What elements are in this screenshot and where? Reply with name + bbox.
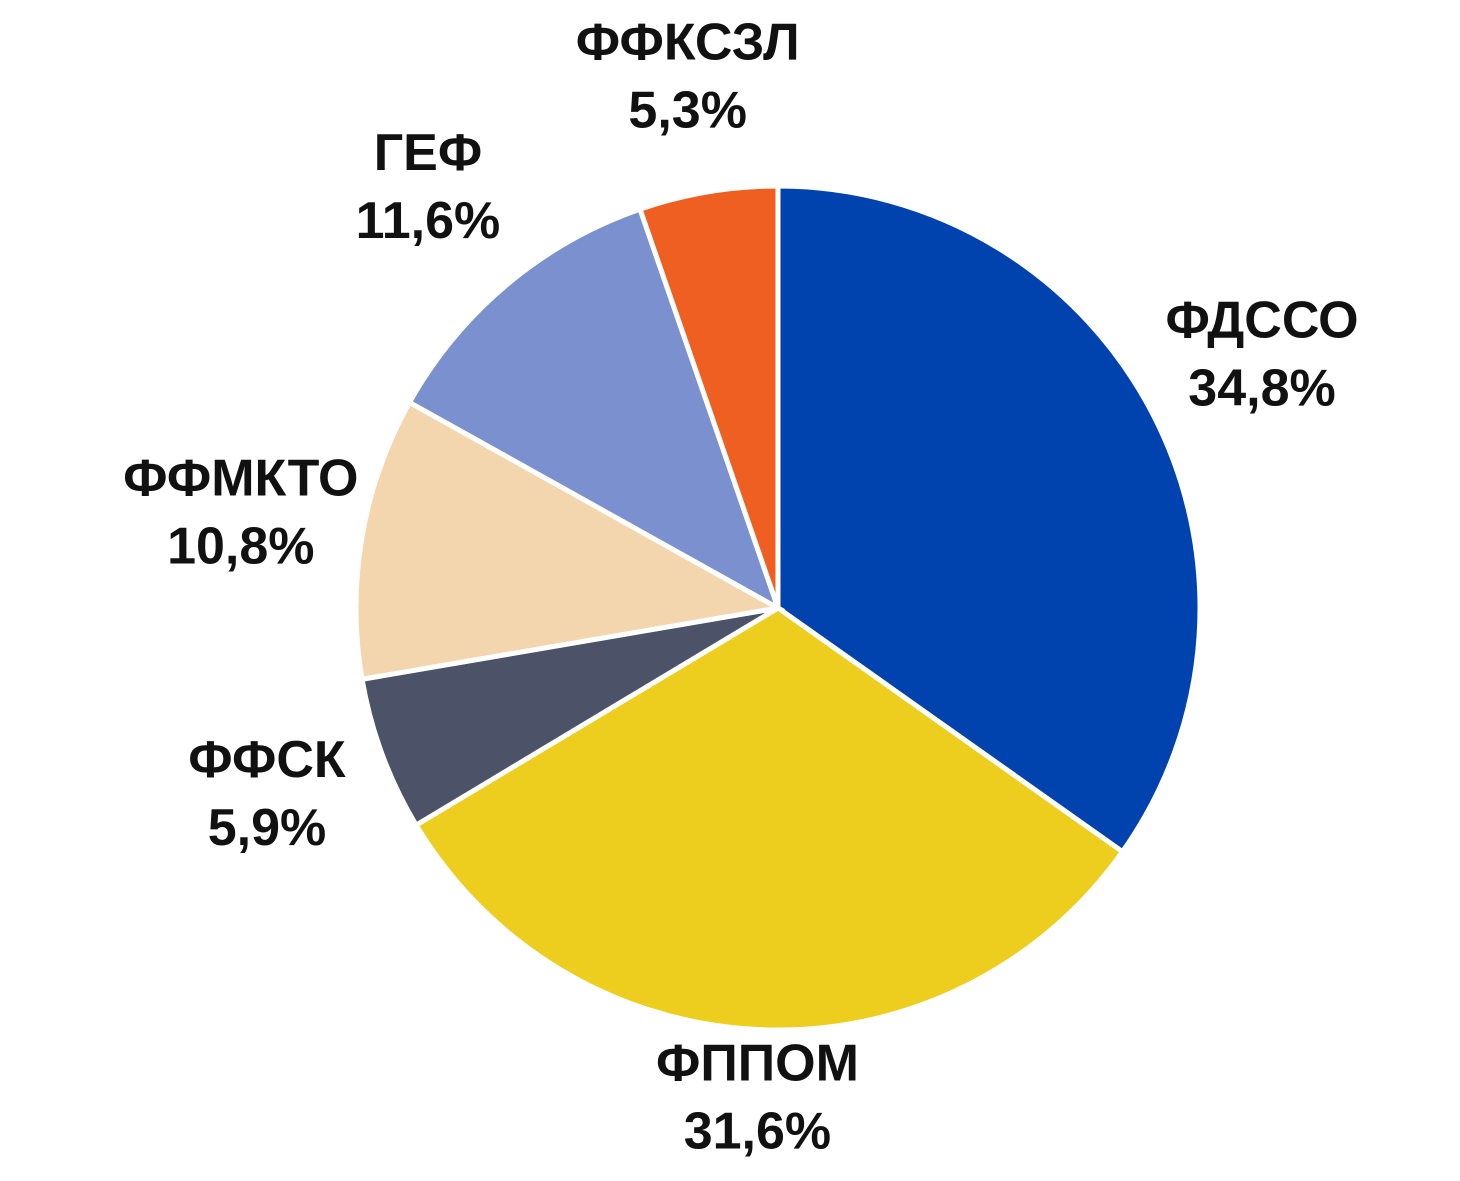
- slice-label: ФДССО: [1166, 291, 1359, 349]
- pie-slice: [406, 206, 783, 614]
- slice-label: ФФСК: [188, 731, 346, 789]
- pie-slice: [353, 398, 786, 683]
- slice-value-label: 5,9%: [208, 799, 327, 857]
- slice-label: ФППОМ: [656, 1035, 859, 1093]
- slice-label: ГЕФ: [374, 124, 483, 182]
- pie-slice: [636, 183, 781, 609]
- slice-value-label: 11,6%: [356, 192, 501, 250]
- slice-value-label: 31,6%: [684, 1103, 831, 1161]
- pie-slice: [412, 605, 1126, 1033]
- slice-value-label: 34,8%: [1188, 359, 1335, 417]
- slice-value-label: 5,3%: [628, 82, 747, 140]
- pie-slice: [775, 183, 1203, 856]
- slice-label: ФФКСЗЛ: [576, 14, 800, 72]
- slice-label: ФФМКТО: [123, 450, 358, 508]
- slice-value-label: 10,8%: [167, 518, 314, 576]
